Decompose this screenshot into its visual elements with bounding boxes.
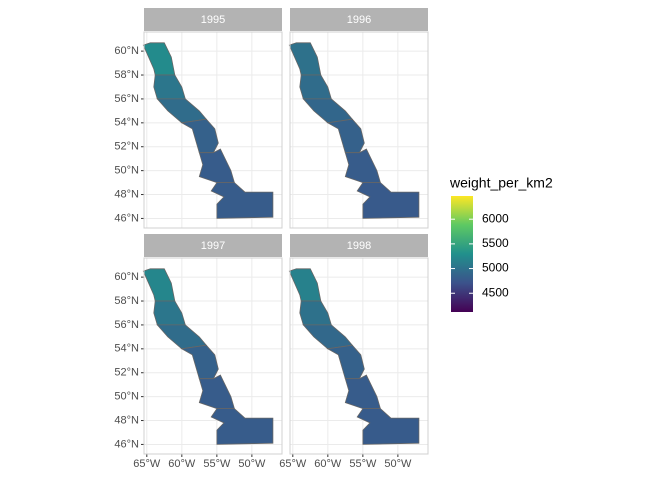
region (210, 182, 274, 219)
legend-tick-label: 4500 (482, 285, 509, 299)
legend-tick-label: 5500 (482, 236, 509, 250)
y-tick-label: 46°N (114, 212, 139, 224)
x-tick-label: 60°W (168, 458, 196, 470)
region (288, 42, 322, 76)
y-tick-label: 52°N (114, 141, 139, 153)
strip-title: 1997 (201, 240, 225, 252)
region (356, 182, 420, 219)
region (356, 408, 420, 445)
y-tick-label: 56°N (114, 93, 139, 105)
region (288, 268, 322, 302)
strip (290, 8, 428, 31)
panel-border (289, 257, 429, 455)
strip (144, 8, 282, 31)
region (180, 118, 219, 154)
strip (290, 234, 428, 257)
panel-border (143, 31, 283, 229)
y-tick-label: 58°N (114, 69, 139, 81)
y-tick-label: 50°N (114, 165, 139, 177)
y-tick-label: 54°N (114, 117, 139, 129)
y-tick-label: 60°N (114, 45, 139, 57)
y-tick-label: 52°N (114, 367, 139, 379)
legend-title: weight_per_km2 (449, 175, 553, 191)
x-tick-label: 50°W (238, 458, 266, 470)
legend-tick-label: 5000 (482, 261, 509, 275)
region (142, 268, 176, 302)
strip-title: 1998 (347, 240, 371, 252)
y-tick-label: 56°N (114, 319, 139, 331)
strip (144, 234, 282, 257)
x-tick-label: 60°W (314, 458, 342, 470)
y-tick-label: 48°N (114, 188, 139, 200)
legend-tick-label: 6000 (482, 211, 509, 225)
region (180, 344, 219, 380)
y-tick-label: 60°N (114, 271, 139, 283)
y-tick-label: 48°N (114, 414, 139, 426)
x-tick-label: 65°W (133, 458, 161, 470)
x-tick-label: 55°W (203, 458, 231, 470)
x-tick-label: 65°W (279, 458, 307, 470)
region (210, 408, 274, 445)
strip-title: 1995 (201, 14, 225, 26)
panel-border (289, 31, 429, 229)
panel-border (143, 257, 283, 455)
y-tick-label: 58°N (114, 295, 139, 307)
x-tick-label: 55°W (349, 458, 377, 470)
region (142, 42, 176, 76)
strip-title: 1996 (347, 14, 371, 26)
y-tick-label: 46°N (114, 438, 139, 450)
x-tick-label: 50°W (384, 458, 412, 470)
colorbar (451, 196, 473, 312)
region (326, 118, 365, 154)
y-tick-label: 54°N (114, 343, 139, 355)
y-tick-label: 50°N (114, 391, 139, 403)
region (326, 344, 365, 380)
